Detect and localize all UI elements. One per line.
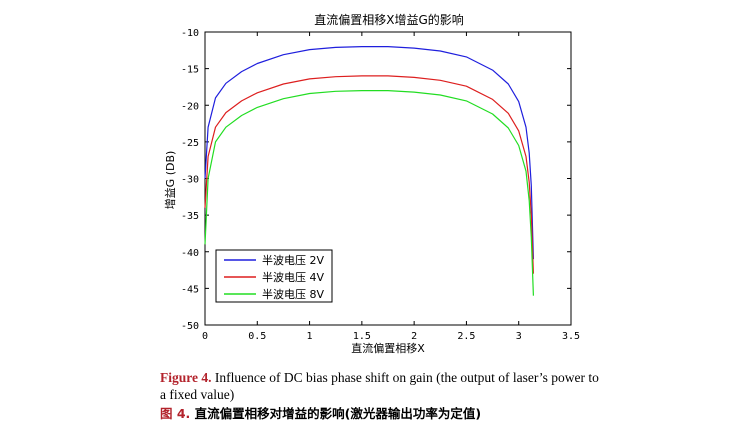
x-tick-label: 3	[516, 331, 522, 342]
x-tick-label: 1	[307, 331, 313, 342]
y-tick-label: -50	[181, 321, 199, 332]
y-tick-label: -35	[181, 211, 199, 222]
y-tick-label: -30	[181, 175, 199, 186]
series-line-3	[204, 90, 534, 296]
x-tick-label: 2.5	[457, 331, 475, 342]
y-tick-label: -45	[181, 284, 199, 295]
x-tick-label: 1.5	[353, 331, 371, 342]
caption-text-chinese: 直流偏置相移对增益的影响(激光器输出功率为定值)	[190, 406, 482, 421]
y-tick-label: -10	[181, 28, 199, 39]
figure-caption-chinese: 图 4. 直流偏置相移对增益的影响(激光器输出功率为定值)	[160, 405, 600, 422]
x-tick-label: 0.5	[248, 331, 266, 342]
y-axis-label: 增益G (DB)	[163, 151, 177, 210]
y-tick-label: -15	[181, 65, 199, 76]
legend-label-3: 半波电压 8V	[262, 287, 324, 301]
x-tick-label: 2	[411, 331, 417, 342]
caption-text-english: Influence of DC bias phase shift on gain…	[160, 370, 599, 402]
series-line-1	[204, 46, 534, 260]
figure-label-english: Figure 4.	[160, 370, 212, 385]
figure-caption-english: Figure 4. Influence of DC bias phase shi…	[160, 369, 600, 403]
x-axis-label: 直流偏置相移X	[351, 341, 425, 355]
gain-vs-phase-shift-chart: 直流偏置相移X增益G的影响 0 0.5 1 1.5 2 2.5 3 3.5 -10 -15 -20 -…	[163, 12, 580, 355]
y-tick-label: -20	[181, 101, 199, 112]
legend-label-1: 半波电压 2V	[262, 253, 324, 267]
legend: 半波电压 2V 半波电压 4V 半波电压 8V	[215, 249, 333, 303]
y-tick-label: -25	[181, 138, 199, 149]
y-tick-label: -40	[181, 248, 199, 259]
series-lines	[204, 46, 534, 296]
chart-title: 直流偏置相移X增益G的影响	[314, 12, 464, 27]
series-line-2	[204, 75, 534, 274]
legend-label-2: 半波电压 4V	[262, 270, 324, 284]
axis-ticks: 0 0.5 1 1.5 2 2.5 3 3.5 -10 -15 -20 -25 -30 -35 -40 -45…	[181, 28, 580, 342]
x-tick-label: 3.5	[562, 331, 580, 342]
figure-label-chinese: 图 4.	[160, 406, 191, 421]
x-tick-label: 0	[202, 331, 208, 342]
